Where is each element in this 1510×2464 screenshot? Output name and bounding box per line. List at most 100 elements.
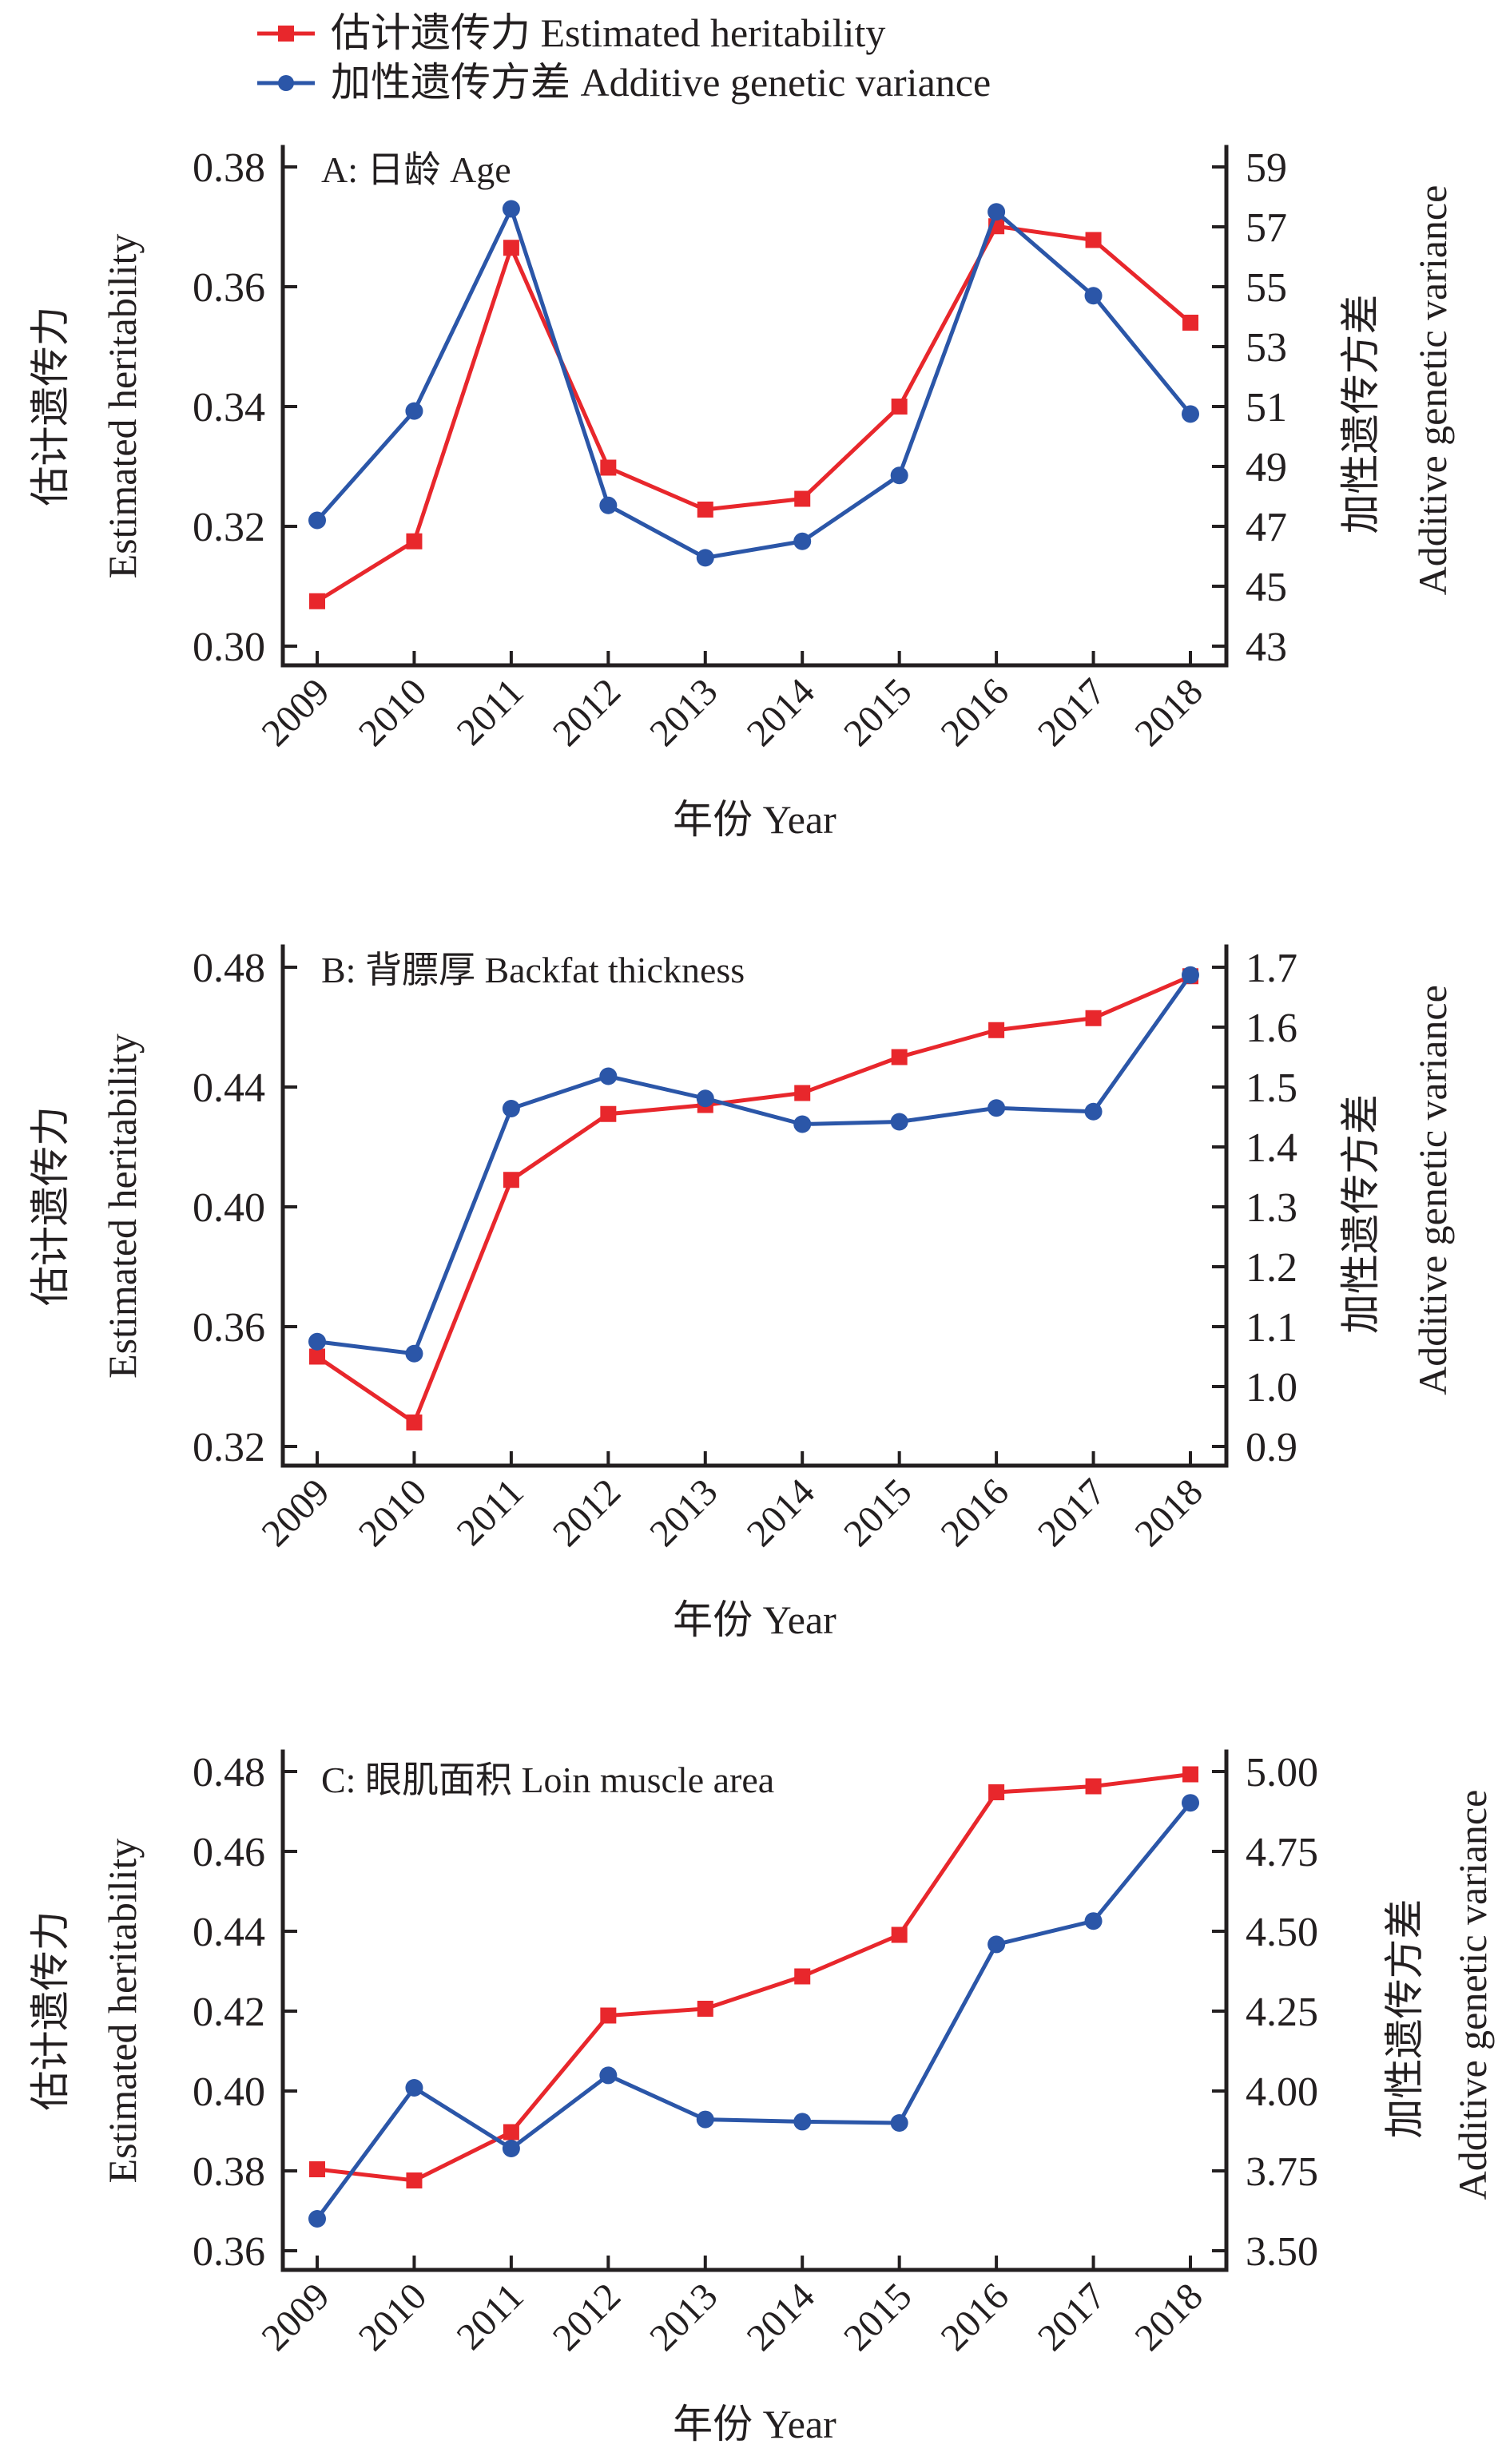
y-tick-label: 0.36: [193, 2229, 265, 2275]
heritability-point: [503, 1172, 519, 1188]
x-tick-label: 2010: [351, 2275, 435, 2359]
x-tick-label: 2015: [836, 670, 920, 754]
heritability-point: [600, 459, 617, 476]
y2-tick-label: 43: [1246, 625, 1287, 670]
y-tick-label: 0.34: [193, 385, 265, 431]
additive-variance-point: [793, 1115, 812, 1133]
x-axis-title: 年份 Year: [673, 2402, 836, 2446]
y-tick-label: 0.44: [193, 1910, 265, 1955]
y2-tick-label: 1.5: [1246, 1065, 1297, 1111]
heritability-point: [891, 1049, 908, 1065]
x-tick-label: 2009: [253, 670, 337, 754]
y2-tick-label: 1.6: [1246, 1006, 1297, 1051]
heritability-point: [309, 593, 325, 609]
additive-variance-point: [502, 200, 520, 218]
additive-variance-point: [696, 2110, 714, 2129]
additive-variance-point: [599, 496, 618, 514]
heritability-point: [697, 2001, 713, 2017]
legend: 估计遗传力 Estimated heritability 加性遗传方差 Addi…: [257, 10, 991, 105]
y2-tick-label: 1.1: [1246, 1305, 1297, 1351]
series-additive-variance: [308, 966, 1199, 1363]
additive-variance-line: [316, 207, 1192, 560]
additive-variance-point: [405, 402, 423, 420]
y2-tick-label: 47: [1246, 505, 1287, 550]
axis-frame: [280, 1749, 1229, 2272]
y-axis-title-en: Estimated heritability: [100, 1839, 145, 2184]
x-tick-label: 2013: [642, 670, 725, 754]
additive-variance-point: [696, 549, 714, 567]
y2-tick-label: 55: [1246, 265, 1287, 311]
additive-variance-line: [315, 1801, 1192, 2220]
x-tick-label: 2017: [1030, 2275, 1114, 2359]
heritability-point: [503, 240, 519, 256]
x-tick-label: 2012: [545, 1470, 629, 1554]
additive-variance-point: [1182, 405, 1199, 423]
series-heritability: [309, 968, 1198, 1430]
y2-tick-label: 1.7: [1246, 946, 1297, 991]
additive-variance-point: [987, 203, 1006, 221]
heritability-point: [406, 533, 423, 550]
x-tick-label: 2012: [545, 2275, 629, 2359]
additive-variance-point: [1084, 1102, 1103, 1121]
panel-title: B: 背膘厚 Backfat thickness: [321, 950, 745, 990]
y-axis-title-cn: 估计遗传力: [28, 1106, 73, 1306]
heritability-point: [794, 1968, 811, 1985]
additive-variance-point: [987, 1099, 1006, 1117]
x-tick-label: 2014: [739, 670, 823, 754]
additive-variance-point: [890, 1113, 908, 1131]
x-tick-label: 2016: [933, 1470, 1017, 1554]
legend-square-marker-icon: [278, 26, 294, 42]
series-additive-variance: [308, 200, 1199, 567]
legend-circle-marker-icon: [278, 75, 294, 91]
heritability-point: [891, 1926, 908, 1943]
x-tick-label: 2018: [1127, 1470, 1210, 1554]
y2-axis-title-en: Additive genetic variance: [1450, 1790, 1495, 2200]
y-tick-label: 0.30: [193, 625, 265, 670]
x-tick-label: 2009: [253, 1470, 337, 1554]
y-tick-label: 0.36: [193, 265, 265, 311]
y2-tick-label: 5.00: [1246, 1750, 1318, 1795]
x-tick-label: 2014: [739, 2275, 823, 2359]
x-tick-label: 2013: [642, 1470, 725, 1554]
y2-tick-label: 53: [1246, 325, 1287, 371]
additive-variance-point: [1084, 287, 1103, 305]
additive-variance-point: [308, 1332, 326, 1351]
y2-axis-title-cn: 加性遗传方差: [1338, 295, 1383, 534]
y-tick-label: 0.38: [193, 145, 265, 191]
heritability-point: [406, 2172, 423, 2188]
x-tick-label: 2010: [351, 670, 435, 754]
x-tick-label: 2013: [642, 2275, 725, 2359]
x-tick-label: 2016: [933, 2275, 1017, 2359]
y2-axis-title-en: Additive genetic variance: [1410, 185, 1455, 596]
heritability-point: [697, 502, 713, 518]
y-tick-label: 0.38: [193, 2149, 265, 2195]
legend-label-heritability: 估计遗传力 Estimated heritability: [331, 10, 885, 55]
y-axis-title-en: Estimated heritability: [100, 234, 145, 579]
panel-title: A: 日龄 Age: [321, 149, 511, 190]
additive-variance-point: [696, 1089, 714, 1108]
heritability-point: [503, 2124, 519, 2141]
legend-item-heritability: 估计遗传力 Estimated heritability: [257, 10, 885, 55]
y2-axis-title-cn: 加性遗传方差: [1338, 1094, 1383, 1334]
y-tick-label: 0.44: [193, 1065, 265, 1111]
y-tick-label: 0.32: [193, 1425, 265, 1470]
panel-a: A: 日龄 Age 0.30 0.32 0.34 0.36 0.38 43 45 47 49 51…: [28, 145, 1455, 842]
y2-tick-label: 1.2: [1246, 1245, 1297, 1291]
x-tick-label: 2017: [1030, 670, 1114, 754]
heritability-point: [891, 399, 908, 415]
x-tick-label: 2015: [836, 2275, 920, 2359]
x-tick-label: 2016: [933, 670, 1017, 754]
heritability-point: [1182, 1766, 1198, 1783]
heritability-point: [309, 2161, 325, 2177]
y-axis-title-cn: 估计遗传力: [28, 307, 73, 506]
legend-item-variance: 加性遗传方差 Additive genetic variance: [257, 60, 991, 105]
heritability-point: [1182, 315, 1198, 331]
y2-tick-label: 3.75: [1246, 2149, 1318, 2195]
x-tick-label: 2015: [836, 1470, 920, 1554]
heritability-point: [1085, 232, 1102, 248]
heritability-point: [794, 490, 811, 507]
y-tick-label: 0.46: [193, 1830, 265, 1875]
y-tick-label: 0.48: [193, 1750, 265, 1795]
legend-label-variance: 加性遗传方差 Additive genetic variance: [331, 60, 991, 105]
x-tick-label: 2011: [449, 2275, 532, 2358]
